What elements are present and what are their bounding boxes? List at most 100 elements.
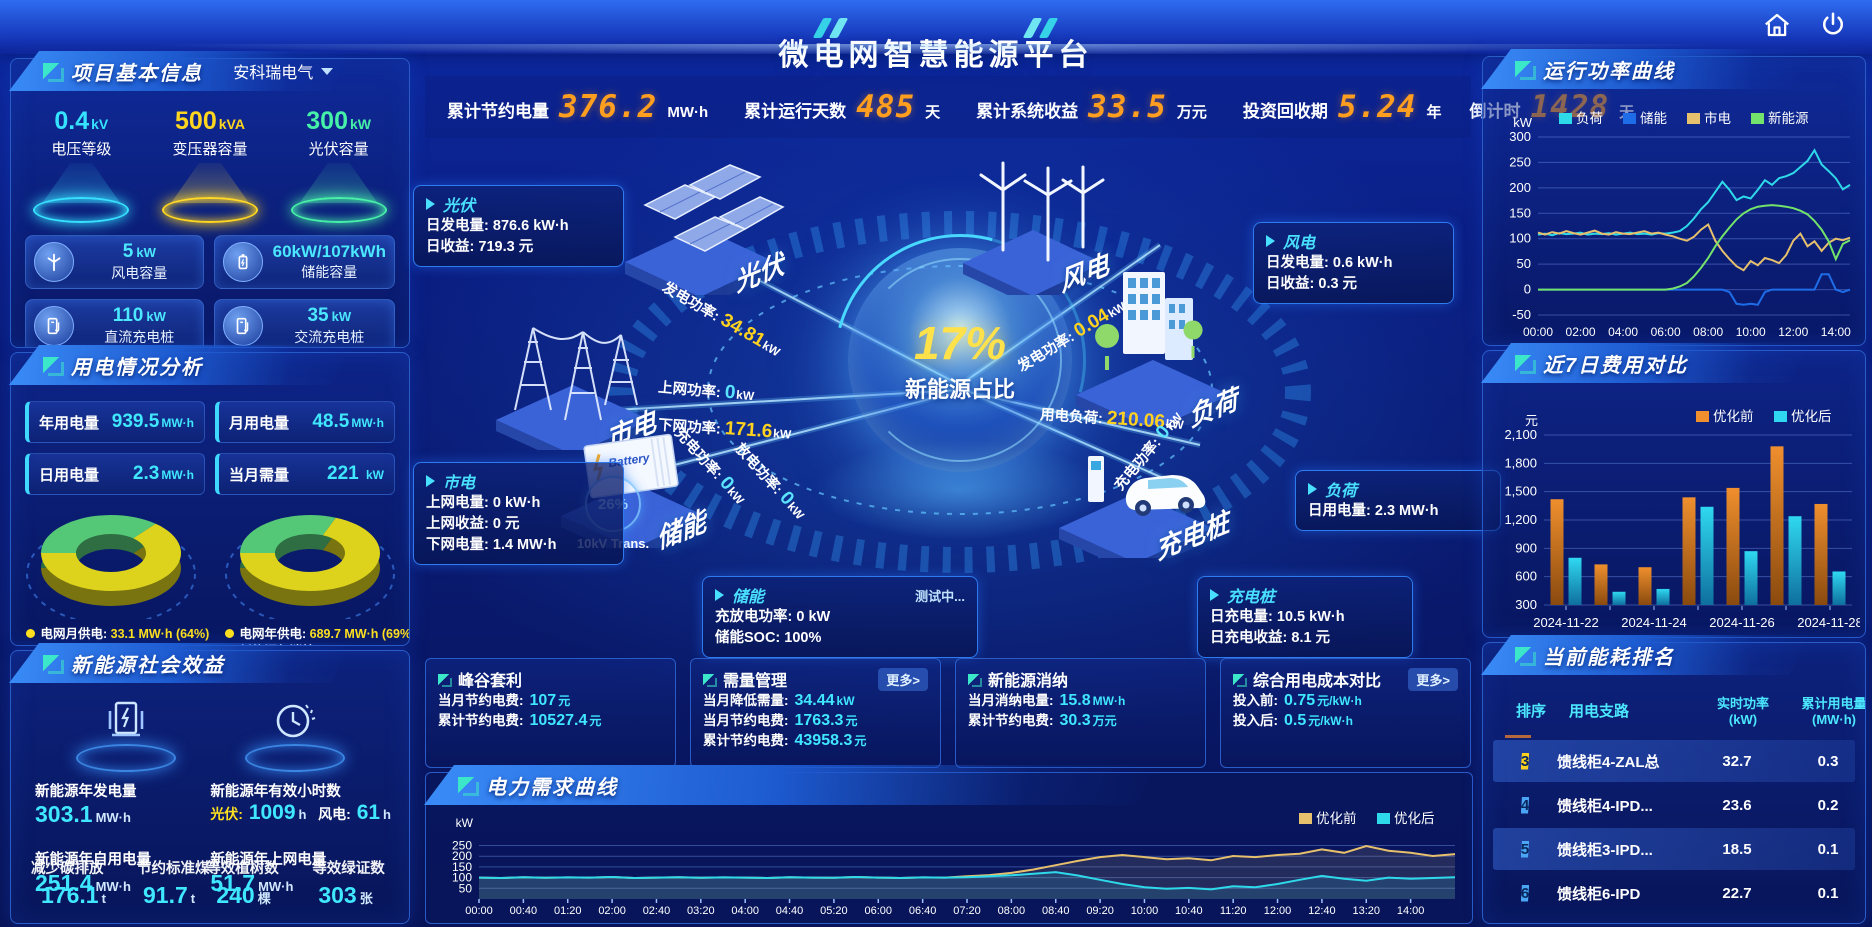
svg-text:02:00: 02:00 bbox=[1566, 325, 1596, 339]
scroll-indicator bbox=[1505, 735, 1531, 738]
svg-text:kW: kW bbox=[1513, 115, 1533, 130]
svg-text:07:20: 07:20 bbox=[953, 905, 981, 917]
capacity-wind: 5 kW 风电容量 bbox=[25, 235, 204, 289]
table-row[interactable]: 6 馈线柜6-IPD 22.7 0.1 bbox=[1520, 884, 1839, 903]
panel-title: 近7日费用对比 bbox=[1543, 354, 1689, 377]
arrow-icon bbox=[426, 475, 435, 487]
arrow-icon bbox=[1308, 483, 1317, 495]
pedestal bbox=[33, 197, 130, 223]
svg-text:储能: 储能 bbox=[1640, 111, 1667, 126]
card-demand-mgmt: 需量管理 更多> 当月降低需量: 34.44 kW 当月节约电费: 1763.3 元 累… bbox=[690, 658, 941, 768]
top-header: 微电网智慧能源平台 bbox=[0, 0, 1872, 72]
stat-to-grid-cluster: 新能源年上网电量 等效植树数 等效绿证数 51.7 MW·h 240 棵 303 张 bbox=[206, 852, 385, 908]
corner-accent-icon bbox=[438, 673, 450, 685]
svg-text:12:40: 12:40 bbox=[1308, 905, 1336, 917]
table-row[interactable]: 5 馈线柜3-IPD... 18.5 0.1 bbox=[1493, 828, 1855, 870]
panel-title: 项目基本信息 bbox=[71, 62, 203, 85]
node-charger[interactable]: 充电桩 bbox=[1048, 408, 1231, 574]
pedestal bbox=[244, 744, 345, 772]
node-wind[interactable]: 风电 bbox=[948, 135, 1118, 307]
card-pv: 光伏 日发电量: 876.6 kW·h 日收益: 719.3 元 bbox=[413, 185, 624, 267]
panel-title: 新能源社会效益 bbox=[71, 654, 225, 677]
kpi-running-days: 累计运行天数 485 天 bbox=[744, 89, 941, 125]
arrow-icon bbox=[715, 589, 724, 601]
light-cone bbox=[170, 163, 249, 203]
ev-charger-icon bbox=[222, 306, 263, 346]
arrow-icon bbox=[426, 198, 435, 210]
energy-flow-diagram: 17% 新能源占比 光伏 bbox=[400, 140, 1501, 658]
svg-text:05:20: 05:20 bbox=[820, 905, 848, 917]
panel-header: 新能源社会效益 bbox=[9, 643, 351, 683]
more-button[interactable]: 更多> bbox=[1408, 667, 1458, 691]
svg-text:优化前: 优化前 bbox=[1713, 408, 1754, 424]
rank-badge: 3 bbox=[1520, 752, 1530, 770]
svg-text:04:00: 04:00 bbox=[731, 905, 759, 917]
spotlight-pv-capacity: 300 kW 光伏容量 bbox=[280, 107, 398, 223]
svg-text:150: 150 bbox=[452, 860, 472, 874]
svg-text:300: 300 bbox=[1515, 597, 1537, 612]
svg-text:250: 250 bbox=[452, 839, 472, 853]
svg-text:03:20: 03:20 bbox=[687, 905, 715, 917]
stat-day-usage: 日用电量 2.3 MW·h bbox=[25, 453, 205, 495]
pedestal bbox=[161, 197, 258, 223]
chevron-down-icon bbox=[321, 68, 333, 75]
svg-text:14:00: 14:00 bbox=[1821, 325, 1851, 339]
clock-icon bbox=[276, 704, 315, 738]
corner-accent-icon bbox=[1515, 355, 1533, 371]
home-icon[interactable] bbox=[1762, 10, 1792, 40]
svg-text:100: 100 bbox=[452, 871, 472, 885]
card-load: 负荷 日用电量: 2.3 MW·h bbox=[1295, 470, 1501, 531]
company-name: 安科瑞电气 bbox=[233, 65, 314, 82]
svg-text:200: 200 bbox=[452, 849, 472, 863]
svg-text:50: 50 bbox=[1517, 256, 1531, 271]
svg-text:2024-11-24: 2024-11-24 bbox=[1621, 615, 1687, 630]
stat-effective-hours: 新能源年有效小时数 光伏: 1009 h 风电: 61 h bbox=[210, 784, 391, 824]
kpi-saved-energy: 累计节约电量 376.2 MW·h bbox=[447, 89, 709, 125]
svg-text:2,100: 2,100 bbox=[1504, 427, 1537, 442]
company-dropdown[interactable]: 安科瑞电气 bbox=[233, 59, 333, 83]
kpi-payback-period: 投资回收期 5.24 年 bbox=[1242, 89, 1442, 125]
svg-text:06:40: 06:40 bbox=[909, 905, 937, 917]
svg-text:12:00: 12:00 bbox=[1264, 905, 1292, 917]
panel-title: 用电情况分析 bbox=[71, 356, 203, 379]
panel-title: 电力需求曲线 bbox=[486, 776, 618, 799]
ranking-table-header: 排序 用电支路 实时功率 (kW) 累计用电量 (MW·h) bbox=[1515, 696, 1865, 727]
svg-text:2024-11-26: 2024-11-26 bbox=[1709, 615, 1775, 630]
svg-text:优化后: 优化后 bbox=[1394, 811, 1435, 826]
svg-text:12:00: 12:00 bbox=[1778, 325, 1808, 339]
stat-month-demand: 当月需量 221 kW bbox=[215, 453, 395, 495]
panel-social-benefit: 新能源社会效益 bbox=[10, 650, 410, 924]
table-row[interactable]: 3 馈线柜4-ZAL总 32.7 0.3 bbox=[1493, 740, 1855, 782]
corner-accent-icon bbox=[458, 777, 476, 793]
light-cone bbox=[42, 163, 121, 203]
more-button[interactable]: 更多> bbox=[878, 667, 928, 691]
node-pv[interactable]: 光伏 bbox=[615, 145, 786, 309]
card-peak-valley: 峰谷套利 当月节约电费: 107 元 累计节约电费: 10527.4 元 bbox=[425, 658, 676, 768]
corner-accent-icon bbox=[43, 357, 61, 373]
benefit-cards-row: 峰谷套利 当月节约电费: 107 元 累计节约电费: 10527.4 元 需量管理 更多… bbox=[425, 658, 1471, 768]
svg-text:150: 150 bbox=[1509, 205, 1531, 220]
svg-text:市电: 市电 bbox=[1704, 110, 1731, 126]
svg-text:100: 100 bbox=[1509, 231, 1531, 246]
corner-accent-icon bbox=[703, 673, 715, 685]
svg-text:00:40: 00:40 bbox=[510, 905, 538, 917]
month-donut-chart bbox=[25, 515, 196, 625]
svg-text:kW: kW bbox=[456, 816, 474, 830]
renewable-share-percent: 17% bbox=[913, 317, 1007, 369]
power-icon[interactable] bbox=[1818, 10, 1848, 40]
stat-renewable-year-generation: 新能源年发电量 303.1 MW·h bbox=[35, 784, 137, 827]
node-load[interactable]: 负荷 bbox=[1065, 250, 1240, 441]
ev-car-charger-icon bbox=[1059, 456, 1213, 574]
panel-energy-ranking: 当前能耗排名 排序 用电支路 实时功率 (kW) 累计用电量 (MW·h) 3 馈线… bbox=[1482, 642, 1866, 924]
svg-text:250: 250 bbox=[1509, 154, 1531, 169]
svg-text:10:40: 10:40 bbox=[1175, 905, 1203, 917]
card-charger: 充电桩 日充电量: 10.5 kW·h 日充电收益: 8.1 元 bbox=[1197, 576, 1413, 658]
svg-text:13:20: 13:20 bbox=[1353, 905, 1381, 917]
hours-pedestal bbox=[244, 695, 345, 772]
card-renewable-consumption: 新能源消纳 当月消纳电量: 15.8 MW·h 累计节约电费: 30.3 万元 bbox=[955, 658, 1206, 768]
table-row[interactable]: 4 馈线柜4-IPD... 23.6 0.2 bbox=[1520, 796, 1839, 815]
kpi-stats-bar: 累计节约电量 376.2 MW·h 累计运行天数 485 天 累计系统收益 33.5… bbox=[425, 76, 1634, 138]
arrow-icon bbox=[1266, 235, 1275, 247]
svg-text:-50: -50 bbox=[1512, 307, 1531, 322]
